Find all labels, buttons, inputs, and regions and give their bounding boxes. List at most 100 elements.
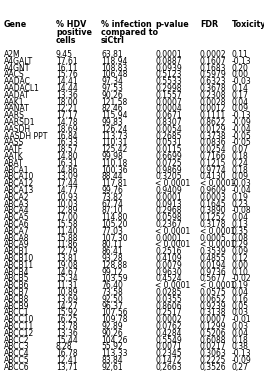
Text: 15,92: 15,92 (56, 308, 78, 317)
Text: 0,1645: 0,1645 (200, 200, 227, 209)
Text: 97,53: 97,53 (101, 84, 123, 93)
Text: -0,01: -0,01 (232, 315, 252, 324)
Text: ABCB4: ABCB4 (4, 267, 30, 277)
Text: 0,0531: 0,0531 (155, 138, 182, 147)
Text: 87,10: 87,10 (101, 206, 122, 215)
Text: p-value: p-value (155, 20, 189, 29)
Text: 14,41: 14,41 (56, 77, 78, 86)
Text: 0,0001: 0,0001 (155, 193, 182, 202)
Text: 0,3738: 0,3738 (200, 132, 227, 141)
Text: < 0,0001: < 0,0001 (155, 227, 190, 236)
Text: 0,04: 0,04 (232, 213, 249, 222)
Text: 0,0671: 0,0671 (155, 111, 182, 120)
Text: 13,71: 13,71 (56, 363, 78, 372)
Text: AATK: AATK (4, 152, 24, 161)
Text: 92,61: 92,61 (101, 363, 122, 372)
Text: 0,0598: 0,0598 (155, 213, 182, 222)
Text: 121,58: 121,58 (101, 98, 127, 107)
Text: 14,77: 14,77 (56, 186, 78, 195)
Text: 80,11: 80,11 (101, 241, 122, 250)
Text: 0,5123: 0,5123 (155, 70, 182, 79)
Text: 0,2663: 0,2663 (155, 363, 182, 372)
Text: 0,0079: 0,0079 (155, 261, 182, 270)
Text: 0,9774: 0,9774 (200, 166, 227, 175)
Text: 17,17: 17,17 (56, 111, 78, 120)
Text: 117,81: 117,81 (101, 179, 127, 188)
Text: -0,13: -0,13 (232, 57, 252, 66)
Text: 0,2345: 0,2345 (155, 349, 182, 358)
Text: 0,0012: 0,0012 (200, 104, 227, 113)
Text: 96,37: 96,37 (101, 302, 123, 311)
Text: 0,38: 0,38 (232, 342, 249, 351)
Text: 0,09: 0,09 (232, 247, 249, 256)
Text: 0,18: 0,18 (232, 152, 249, 161)
Text: 0,18: 0,18 (232, 166, 249, 175)
Text: -0,08: -0,08 (232, 206, 252, 215)
Text: 128,88: 128,88 (101, 261, 127, 270)
Text: 99,83: 99,83 (101, 118, 123, 127)
Text: 110,18: 110,18 (101, 159, 127, 168)
Text: 0,1472: 0,1472 (155, 356, 182, 365)
Text: 73,58: 73,58 (101, 288, 123, 297)
Text: 0,2998: 0,2998 (155, 84, 182, 93)
Text: AAK1: AAK1 (4, 98, 25, 107)
Text: ABCB5: ABCB5 (4, 275, 30, 283)
Text: ABCB10: ABCB10 (4, 254, 34, 263)
Text: -0,13: -0,13 (232, 111, 252, 120)
Text: 104,26: 104,26 (101, 336, 128, 345)
Text: AARS: AARS (4, 111, 25, 120)
Text: AADACL1: AADACL1 (4, 84, 40, 93)
Text: 0,0004: 0,0004 (155, 104, 182, 113)
Text: 12,79: 12,79 (56, 247, 78, 256)
Text: 0,1683: 0,1683 (200, 64, 227, 73)
Text: 12,21: 12,21 (56, 104, 77, 113)
Text: < 0,0001: < 0,0001 (155, 179, 190, 188)
Text: 0,07: 0,07 (232, 145, 249, 154)
Text: compared to: compared to (101, 28, 158, 37)
Text: 0,09: 0,09 (232, 172, 249, 181)
Text: AARSD1: AARSD1 (4, 118, 35, 127)
Text: 0,6323: 0,6323 (200, 77, 227, 86)
Text: 8,28: 8,28 (56, 342, 73, 351)
Text: 0,10: 0,10 (232, 267, 249, 277)
Text: 0,19: 0,19 (232, 193, 249, 202)
Text: 11,40: 11,40 (56, 227, 78, 236)
Text: 0,19: 0,19 (232, 281, 249, 290)
Text: ABCC12: ABCC12 (4, 329, 34, 338)
Text: 0,05: 0,05 (232, 302, 249, 311)
Text: ABCA3: ABCA3 (4, 200, 30, 209)
Text: 13,69: 13,69 (56, 295, 78, 304)
Text: 0,3526: 0,3526 (200, 363, 227, 372)
Text: 92,89: 92,89 (101, 322, 122, 331)
Text: 0,9609: 0,9609 (200, 186, 227, 195)
Text: 109,78: 109,78 (101, 315, 128, 324)
Text: 0,1299: 0,1299 (200, 322, 227, 331)
Text: ABCA6: ABCA6 (4, 220, 30, 229)
Text: 0,1111: 0,1111 (200, 111, 226, 120)
Text: 0,1215: 0,1215 (200, 159, 226, 168)
Text: 63,81: 63,81 (101, 50, 122, 59)
Text: 0,29: 0,29 (232, 241, 249, 250)
Text: 0,4524: 0,4524 (155, 275, 182, 283)
Text: 0,7166: 0,7166 (200, 152, 227, 161)
Text: 0,5979: 0,5979 (200, 70, 227, 79)
Text: 0,35: 0,35 (232, 227, 249, 236)
Text: 0,5549: 0,5549 (155, 336, 182, 345)
Text: ABCC3: ABCC3 (4, 342, 30, 351)
Text: 118,94: 118,94 (101, 57, 127, 66)
Text: 0,2968: 0,2968 (155, 206, 182, 215)
Text: ABCC2: ABCC2 (4, 336, 30, 345)
Text: ABCA13: ABCA13 (4, 186, 34, 195)
Text: 113,73: 113,73 (101, 132, 128, 141)
Text: 107,30: 107,30 (101, 233, 128, 242)
Text: 0,4284: 0,4284 (155, 329, 182, 338)
Text: % HDV: % HDV (56, 20, 86, 29)
Text: 77,03: 77,03 (101, 227, 123, 236)
Text: ABCB6: ABCB6 (4, 281, 30, 290)
Text: 0,1557: 0,1557 (155, 91, 182, 100)
Text: 99,12: 99,12 (101, 267, 122, 277)
Text: 17,61: 17,61 (56, 57, 78, 66)
Text: ABCC4: ABCC4 (4, 349, 30, 358)
Text: ABCC10: ABCC10 (4, 315, 34, 324)
Text: 0,04: 0,04 (232, 288, 249, 297)
